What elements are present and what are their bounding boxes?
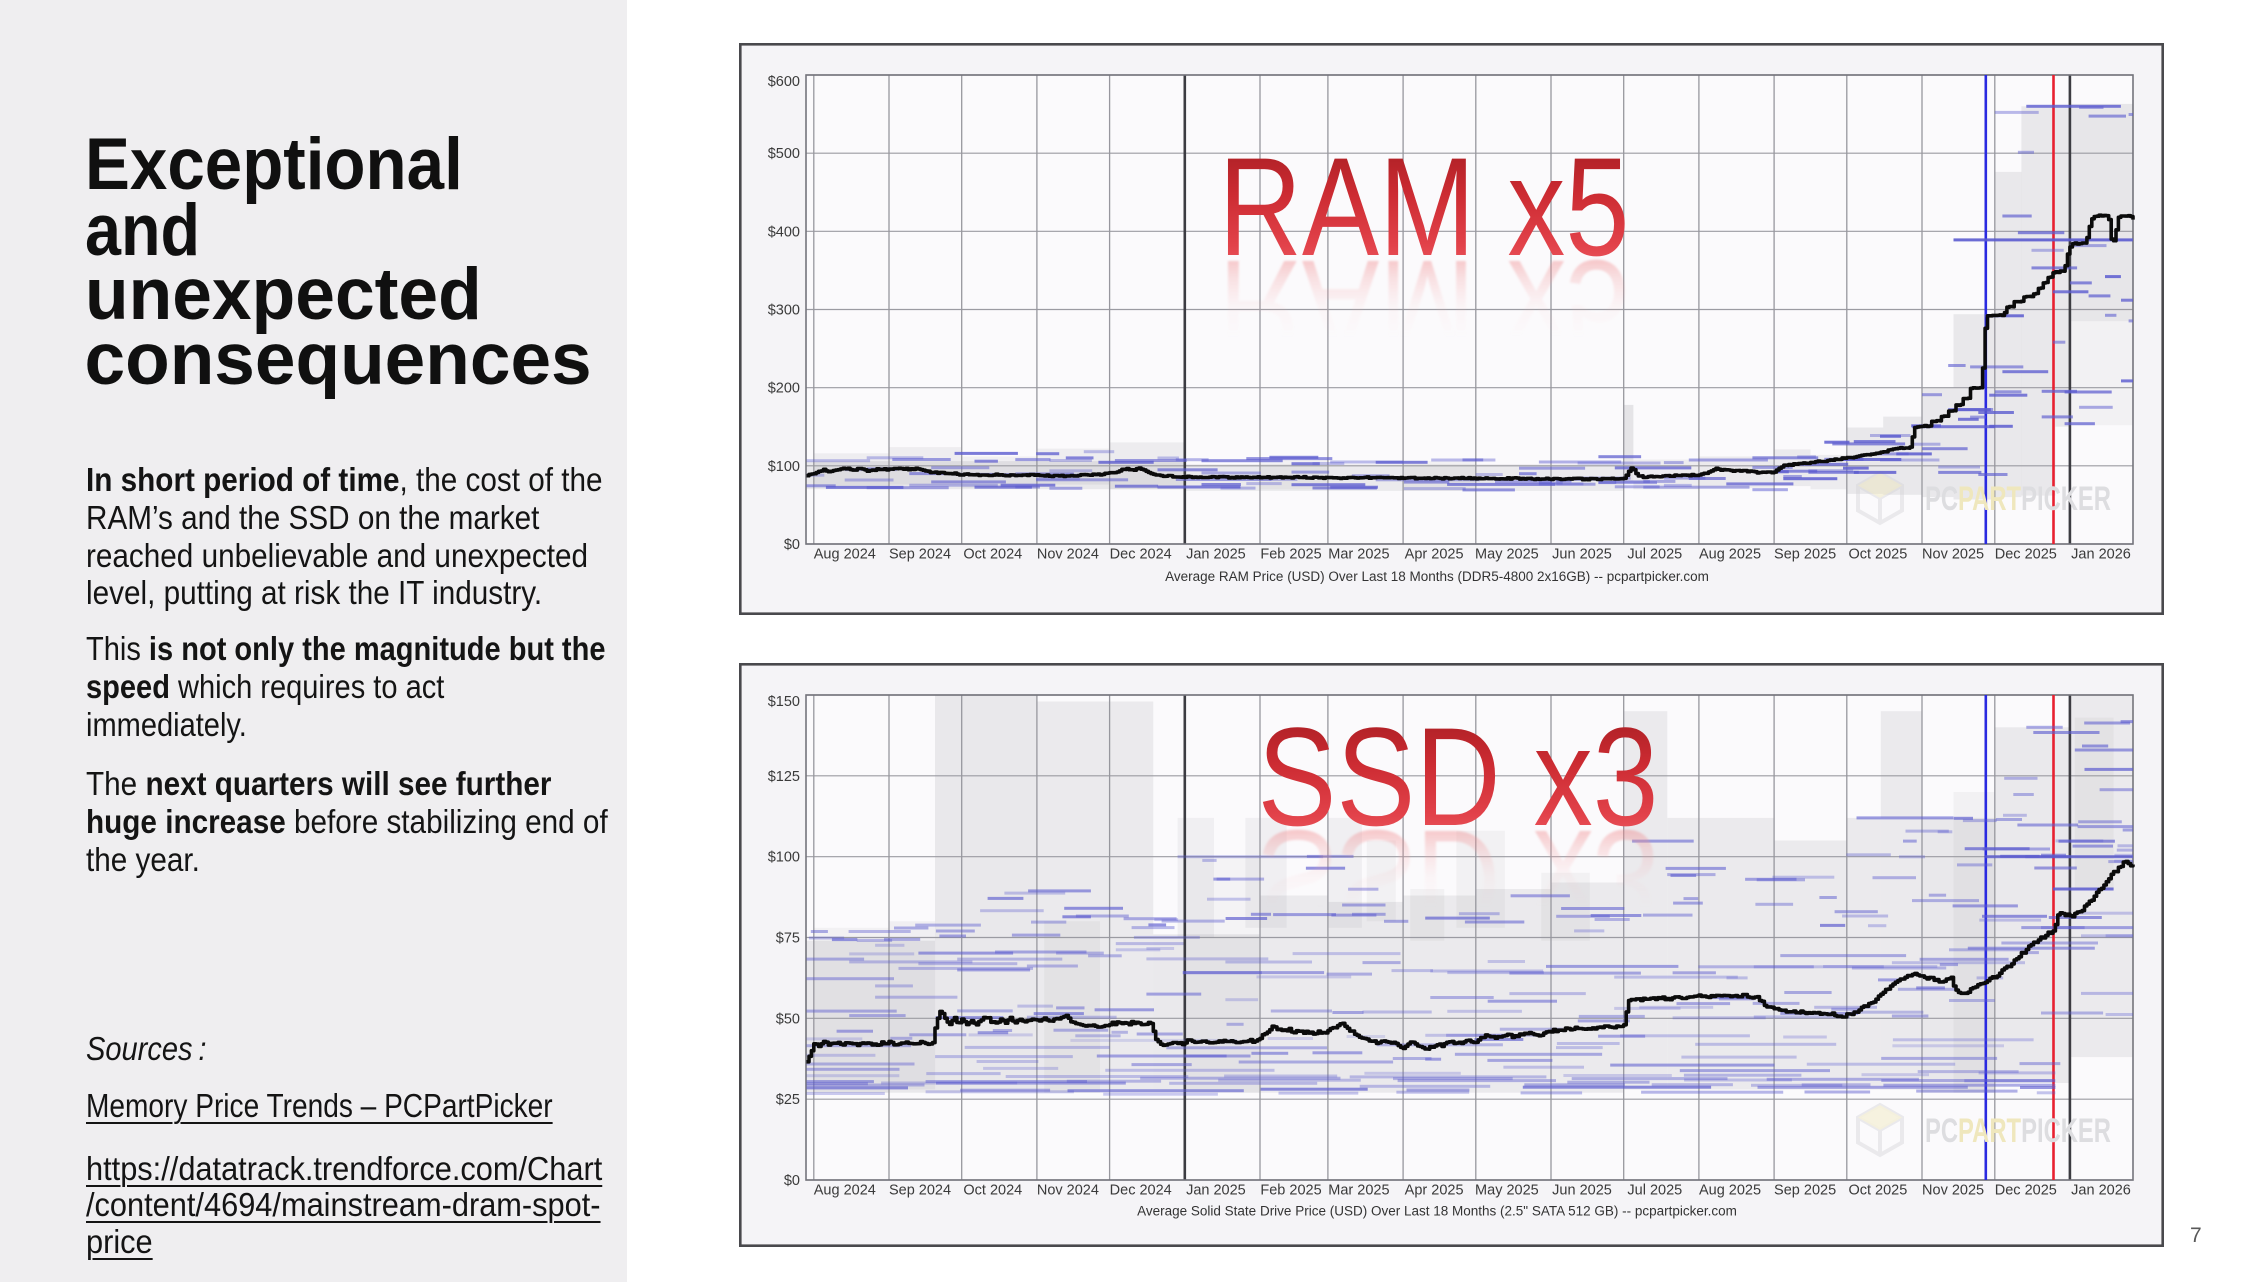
svg-text:Average Solid State Drive Pric: Average Solid State Drive Price (USD) Ov… — [1137, 1204, 1737, 1219]
svg-text:Nov 2025: Nov 2025 — [1922, 547, 1984, 563]
svg-text:Apr 2025: Apr 2025 — [1405, 1183, 1464, 1199]
svg-text:$150: $150 — [768, 694, 800, 710]
svg-text:$100: $100 — [768, 459, 800, 475]
svg-text:Nov 2024: Nov 2024 — [1037, 547, 1099, 563]
svg-text:$125: $125 — [768, 769, 800, 785]
svg-text:Jan 2026: Jan 2026 — [2071, 547, 2131, 563]
svg-text:SSD x3: SSD x3 — [1258, 801, 1659, 958]
svg-text:Mar 2025: Mar 2025 — [1328, 1183, 1389, 1199]
svg-text:May 2025: May 2025 — [1475, 547, 1539, 563]
svg-text:Dec 2025: Dec 2025 — [1995, 1183, 2057, 1199]
svg-text:Apr 2025: Apr 2025 — [1405, 547, 1464, 563]
svg-text:Aug 2024: Aug 2024 — [814, 1183, 876, 1199]
svg-text:$600: $600 — [768, 74, 800, 90]
svg-text:Sep 2024: Sep 2024 — [889, 547, 951, 563]
svg-text:Dec 2024: Dec 2024 — [1110, 1183, 1172, 1199]
svg-text:$200: $200 — [768, 381, 800, 397]
svg-text:Oct 2024: Oct 2024 — [963, 547, 1022, 563]
svg-text:RAM x5: RAM x5 — [1219, 128, 1630, 285]
svg-text:Oct 2024: Oct 2024 — [963, 1183, 1022, 1199]
svg-text:Average RAM Price (USD) Over L: Average RAM Price (USD) Over Last 18 Mon… — [1165, 569, 1709, 584]
svg-text:Jan 2026: Jan 2026 — [2071, 1183, 2131, 1199]
svg-text:Nov 2024: Nov 2024 — [1037, 1183, 1099, 1199]
svg-text:Oct 2025: Oct 2025 — [1848, 1183, 1907, 1199]
svg-text:Aug 2025: Aug 2025 — [1699, 547, 1761, 563]
svg-text:SSD x3: SSD x3 — [1258, 698, 1659, 855]
svg-text:Sep 2025: Sep 2025 — [1774, 1183, 1836, 1199]
svg-text:$400: $400 — [768, 224, 800, 240]
svg-text:Sep 2024: Sep 2024 — [889, 1183, 951, 1199]
svg-text:Feb 2025: Feb 2025 — [1260, 1183, 1321, 1199]
svg-text:$25: $25 — [776, 1092, 800, 1108]
svg-text:$0: $0 — [784, 537, 800, 553]
svg-text:Aug 2025: Aug 2025 — [1699, 1183, 1761, 1199]
svg-text:Jul 2025: Jul 2025 — [1627, 1183, 1682, 1199]
svg-text:$500: $500 — [768, 146, 800, 162]
svg-text:$50: $50 — [776, 1011, 800, 1027]
svg-text:Jan 2025: Jan 2025 — [1186, 547, 1246, 563]
svg-text:PCPARTPICKER: PCPARTPICKER — [1925, 1112, 2111, 1150]
svg-text:Aug 2024: Aug 2024 — [814, 547, 876, 563]
svg-text:Dec 2024: Dec 2024 — [1110, 547, 1172, 563]
svg-text:Sep 2025: Sep 2025 — [1774, 547, 1836, 563]
svg-text:Dec 2025: Dec 2025 — [1995, 547, 2057, 563]
svg-text:Oct 2025: Oct 2025 — [1848, 547, 1907, 563]
svg-text:Jun 2025: Jun 2025 — [1552, 547, 1612, 563]
svg-text:Jul 2025: Jul 2025 — [1627, 547, 1682, 563]
svg-text:$0: $0 — [784, 1173, 800, 1189]
svg-text:$100: $100 — [768, 850, 800, 866]
svg-text:$75: $75 — [776, 931, 800, 947]
svg-text:RAM x5: RAM x5 — [1219, 231, 1630, 388]
svg-text:Jun 2025: Jun 2025 — [1552, 1183, 1612, 1199]
svg-text:PCPARTPICKER: PCPARTPICKER — [1925, 480, 2111, 518]
svg-text:Feb 2025: Feb 2025 — [1260, 547, 1321, 563]
svg-text:Nov 2025: Nov 2025 — [1922, 1183, 1984, 1199]
svg-text:Jan 2025: Jan 2025 — [1186, 1183, 1246, 1199]
svg-text:$300: $300 — [768, 303, 800, 319]
svg-text:May 2025: May 2025 — [1475, 1183, 1539, 1199]
svg-text:Mar 2025: Mar 2025 — [1328, 547, 1389, 563]
